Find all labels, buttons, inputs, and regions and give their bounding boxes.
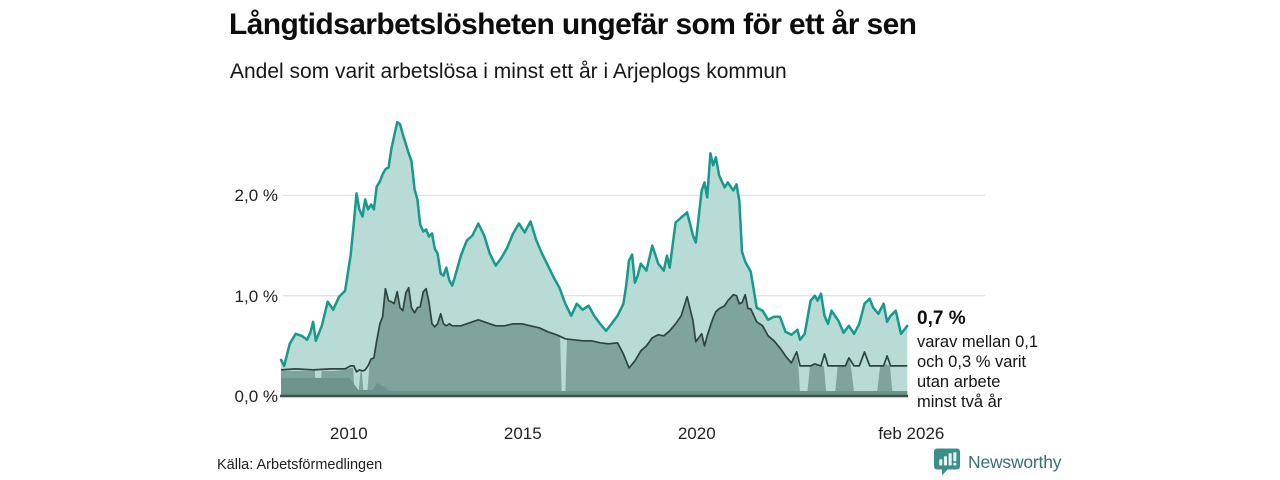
x-axis-baseline (280, 394, 908, 398)
newsworthy-logo-icon (934, 448, 960, 476)
source-label: Källa: Arbetsförmedlingen (217, 457, 383, 473)
two-year-base-fill (281, 377, 908, 396)
x-tick-label: 2015 (503, 424, 542, 443)
y-tick-label: 2,0 % (234, 186, 278, 206)
two-year-upper-line (280, 286, 908, 373)
latest-value-label: 0,7 % (917, 308, 966, 329)
latest-value-annotation: 0,7 % varav mellan 0,1 och 0,3 % varit u… (917, 309, 1067, 412)
x-tick-label: feb 2026 (878, 424, 945, 443)
annotation-line: minst två år (917, 393, 1003, 411)
annotation-line: och 0,3 % varit (917, 353, 1027, 371)
y-tick-label: 1,0 % (234, 286, 278, 306)
annotation-line: utan arbete (917, 373, 1001, 391)
total-line (279, 120, 909, 368)
x-tick-label: 2010 (329, 424, 368, 443)
y-tick-label: 0,0 % (234, 387, 278, 406)
brand-lockup: Newsworthy (933, 447, 1062, 477)
brand-name: Newsworthy (968, 451, 1062, 472)
page-title: Långtidsarbetslösheten ungefär som för e… (229, 8, 917, 41)
annotation-line: varav mellan 0,1 (917, 333, 1039, 351)
x-tick-label: 2020 (677, 424, 716, 443)
page-subtitle: Andel som varit arbetslösa i minst ett å… (230, 60, 787, 83)
